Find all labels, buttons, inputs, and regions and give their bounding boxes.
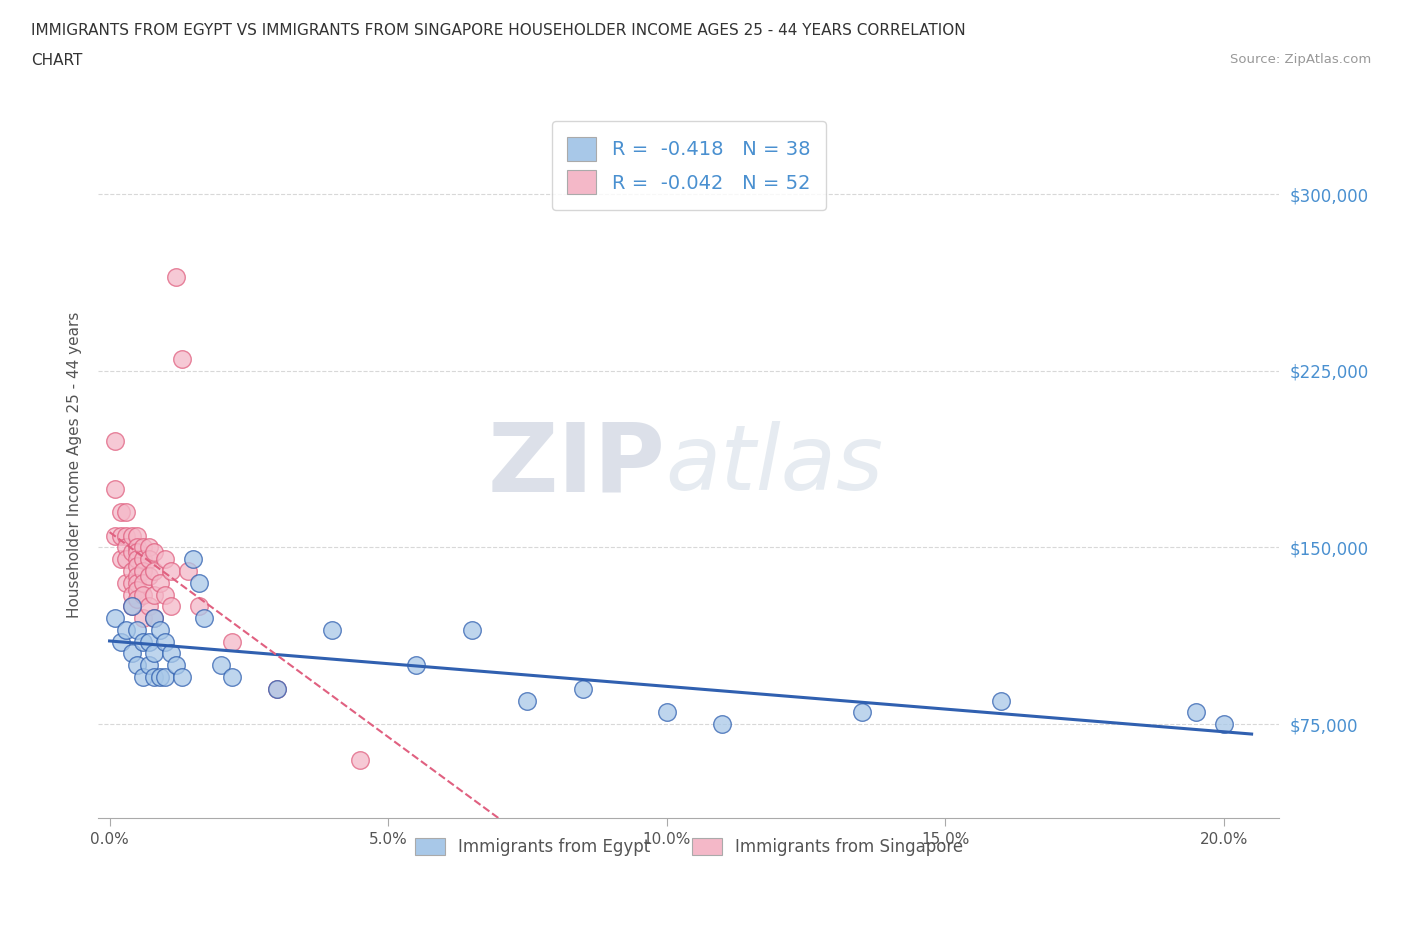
Point xyxy=(221,634,243,649)
Point xyxy=(181,551,204,566)
Point xyxy=(138,568,160,583)
Point xyxy=(127,559,149,574)
Point xyxy=(132,634,155,649)
Point xyxy=(851,705,873,720)
Point xyxy=(138,634,160,649)
Point xyxy=(187,576,209,591)
Point xyxy=(138,658,160,672)
Point xyxy=(176,564,198,578)
Point xyxy=(121,576,143,591)
Point xyxy=(193,611,215,626)
Point xyxy=(121,587,143,602)
Point xyxy=(110,551,132,566)
Point xyxy=(460,622,482,637)
Point xyxy=(121,599,143,614)
Point xyxy=(104,611,127,626)
Point xyxy=(127,658,149,672)
Text: atlas: atlas xyxy=(665,421,883,509)
Point xyxy=(143,611,166,626)
Point xyxy=(160,599,183,614)
Point xyxy=(132,551,155,566)
Point xyxy=(165,269,187,284)
Point xyxy=(132,587,155,602)
Point xyxy=(121,564,143,578)
Point xyxy=(110,505,132,520)
Point xyxy=(149,622,172,637)
Point xyxy=(143,545,166,560)
Point xyxy=(572,682,595,697)
Point xyxy=(138,599,160,614)
Point xyxy=(143,646,166,661)
Point xyxy=(405,658,427,672)
Point xyxy=(266,682,288,697)
Point xyxy=(155,634,177,649)
Point xyxy=(1212,717,1234,732)
Point xyxy=(127,540,149,555)
Point xyxy=(127,622,149,637)
Point xyxy=(321,622,343,637)
Point xyxy=(138,551,160,566)
Point xyxy=(132,670,155,684)
Point xyxy=(115,540,138,555)
Point xyxy=(155,670,177,684)
Point xyxy=(711,717,734,732)
Point xyxy=(115,505,138,520)
Legend: Immigrants from Egypt, Immigrants from Singapore: Immigrants from Egypt, Immigrants from S… xyxy=(408,831,970,863)
Point xyxy=(1185,705,1208,720)
Point xyxy=(110,528,132,543)
Point xyxy=(127,576,149,591)
Point xyxy=(143,611,166,626)
Point xyxy=(104,528,127,543)
Point xyxy=(115,528,138,543)
Point xyxy=(121,646,143,661)
Point xyxy=(349,752,371,767)
Point xyxy=(990,693,1012,708)
Text: ZIP: ZIP xyxy=(488,418,665,512)
Point xyxy=(266,682,288,697)
Text: Source: ZipAtlas.com: Source: ZipAtlas.com xyxy=(1230,53,1371,66)
Point xyxy=(127,568,149,583)
Point xyxy=(160,646,183,661)
Point xyxy=(127,551,149,566)
Point xyxy=(155,551,177,566)
Point xyxy=(170,352,193,366)
Point xyxy=(110,634,132,649)
Point xyxy=(121,599,143,614)
Point xyxy=(149,670,172,684)
Point xyxy=(170,670,193,684)
Text: IMMIGRANTS FROM EGYPT VS IMMIGRANTS FROM SINGAPORE HOUSEHOLDER INCOME AGES 25 - : IMMIGRANTS FROM EGYPT VS IMMIGRANTS FROM… xyxy=(31,23,966,38)
Point xyxy=(132,576,155,591)
Point xyxy=(127,528,149,543)
Point xyxy=(127,545,149,560)
Point xyxy=(516,693,538,708)
Point xyxy=(104,481,127,496)
Point xyxy=(132,540,155,555)
Point xyxy=(132,611,155,626)
Point xyxy=(104,434,127,449)
Point xyxy=(221,670,243,684)
Point xyxy=(138,540,160,555)
Y-axis label: Householder Income Ages 25 - 44 years: Householder Income Ages 25 - 44 years xyxy=(66,312,82,618)
Point xyxy=(209,658,232,672)
Point xyxy=(127,591,149,606)
Point xyxy=(143,587,166,602)
Point xyxy=(127,582,149,597)
Point xyxy=(160,564,183,578)
Point xyxy=(655,705,678,720)
Point xyxy=(115,551,138,566)
Point xyxy=(143,670,166,684)
Point xyxy=(115,622,138,637)
Point xyxy=(143,564,166,578)
Point xyxy=(121,528,143,543)
Point xyxy=(132,564,155,578)
Point xyxy=(165,658,187,672)
Point xyxy=(115,576,138,591)
Point xyxy=(155,587,177,602)
Point xyxy=(121,545,143,560)
Point xyxy=(187,599,209,614)
Text: CHART: CHART xyxy=(31,53,83,68)
Point xyxy=(149,576,172,591)
